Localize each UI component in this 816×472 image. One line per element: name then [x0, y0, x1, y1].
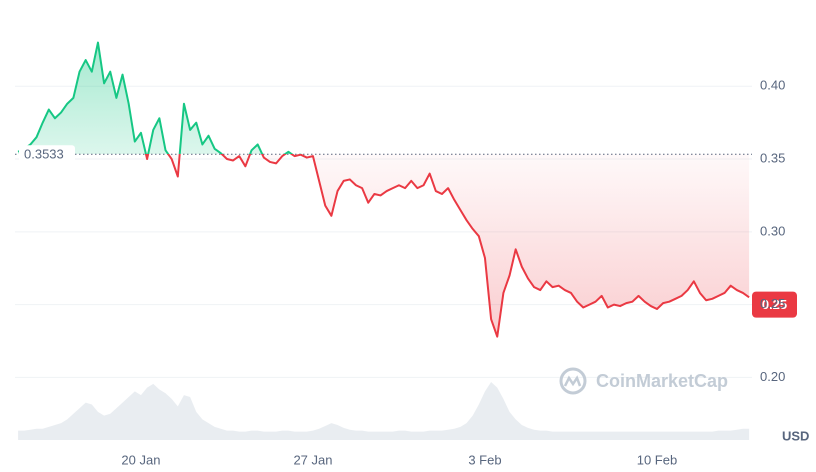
- x-tick-label: 27 Jan: [293, 452, 332, 467]
- x-tick-label: 3 Feb: [468, 452, 501, 467]
- watermark: CoinMarketCap: [559, 367, 728, 395]
- plot: 0.3533 0.25: [15, 41, 797, 338]
- volume-area: [18, 382, 750, 440]
- x-tick-label: 10 Feb: [637, 452, 677, 467]
- y-tick-label: 0.35: [760, 150, 785, 165]
- axis: 0.20 0.25 0.30 0.35 0.40 20 Jan 27 Jan 3 Feb 10 …: [121, 78, 785, 468]
- current-price-label: 0.25: [762, 297, 787, 312]
- watermark-logo: [559, 367, 587, 395]
- price-line: [17, 41, 750, 338]
- currency-label: USD: [782, 428, 809, 443]
- watermark-text: CoinMarketCap: [596, 371, 728, 391]
- volume-layer: [18, 382, 750, 440]
- y-tick-label: 0.30: [760, 223, 785, 238]
- watermark-logo-mark: [563, 375, 582, 387]
- baseline-label-bg: [19, 145, 75, 164]
- baseline-label: 0.3533: [24, 147, 64, 162]
- y-tick-label: 0.20: [760, 369, 785, 384]
- price-area: [18, 42, 750, 337]
- x-tick-label: 20 Jan: [121, 452, 160, 467]
- y-tick-label: 0.40: [760, 78, 785, 93]
- y-tick-label: 0.25: [760, 296, 785, 311]
- current-price-badge: [752, 291, 797, 318]
